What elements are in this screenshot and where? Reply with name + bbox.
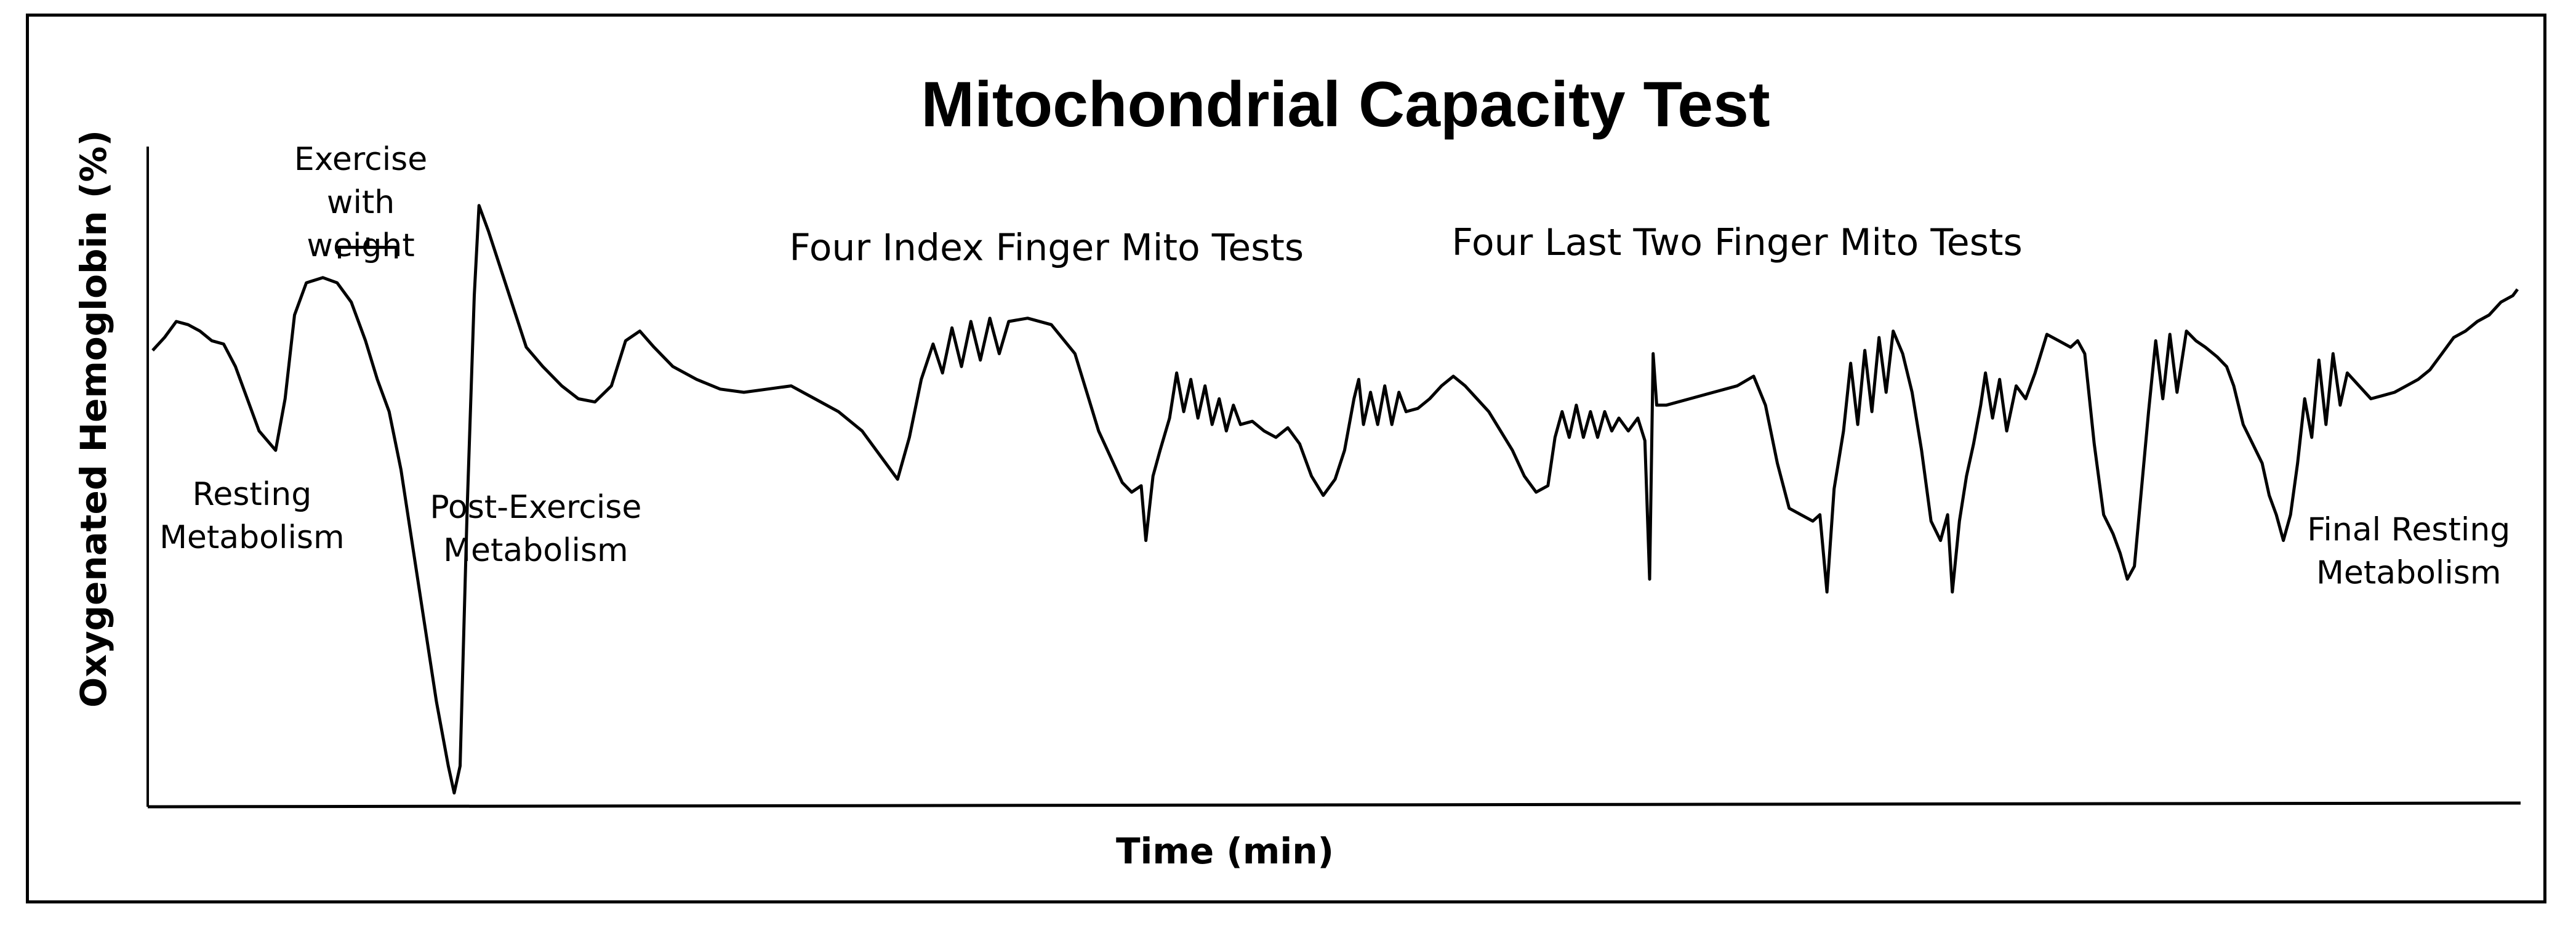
annotation-line: Exercise [294, 141, 427, 178]
exercise-annotation: Exercise with weight [294, 141, 427, 264]
annotation-line: with [327, 184, 395, 221]
chart-title: Mitochondrial Capacity Test [921, 69, 1770, 140]
annotation-line: Metabolism [2316, 555, 2502, 592]
post-exercise-annotation: Post-Exercise Metabolism [430, 489, 641, 569]
annotation-line: Metabolism [443, 532, 628, 569]
x-axis-label: Time (min) [1116, 830, 1334, 872]
annotation-line: weight [307, 227, 414, 264]
annotation-line: Four Index Finger Mito Tests [789, 227, 1304, 270]
exercise-bracket [338, 237, 398, 259]
annotation-line: Four Last Two Finger Mito Tests [1452, 221, 2023, 264]
last-two-finger-annotation: Four Last Two Finger Mito Tests [1452, 221, 2023, 264]
series-layer [151, 204, 2519, 795]
annotation-line: Metabolism [159, 519, 345, 556]
axes [146, 147, 2521, 809]
resting-annotation: Resting Metabolism [159, 476, 345, 556]
x-axis-line [147, 801, 2521, 809]
annotation-line: Resting [193, 476, 312, 513]
annotation-line: Final Resting [2307, 512, 2510, 549]
annotation-line: Post-Exercise [430, 489, 641, 526]
series-line [151, 204, 2519, 795]
index-finger-annotation: Four Index Finger Mito Tests [789, 227, 1304, 270]
final-resting-annotation: Final Resting Metabolism [2307, 512, 2510, 592]
y-axis-label: Oxygenated Hemoglobin (%) [73, 130, 114, 708]
